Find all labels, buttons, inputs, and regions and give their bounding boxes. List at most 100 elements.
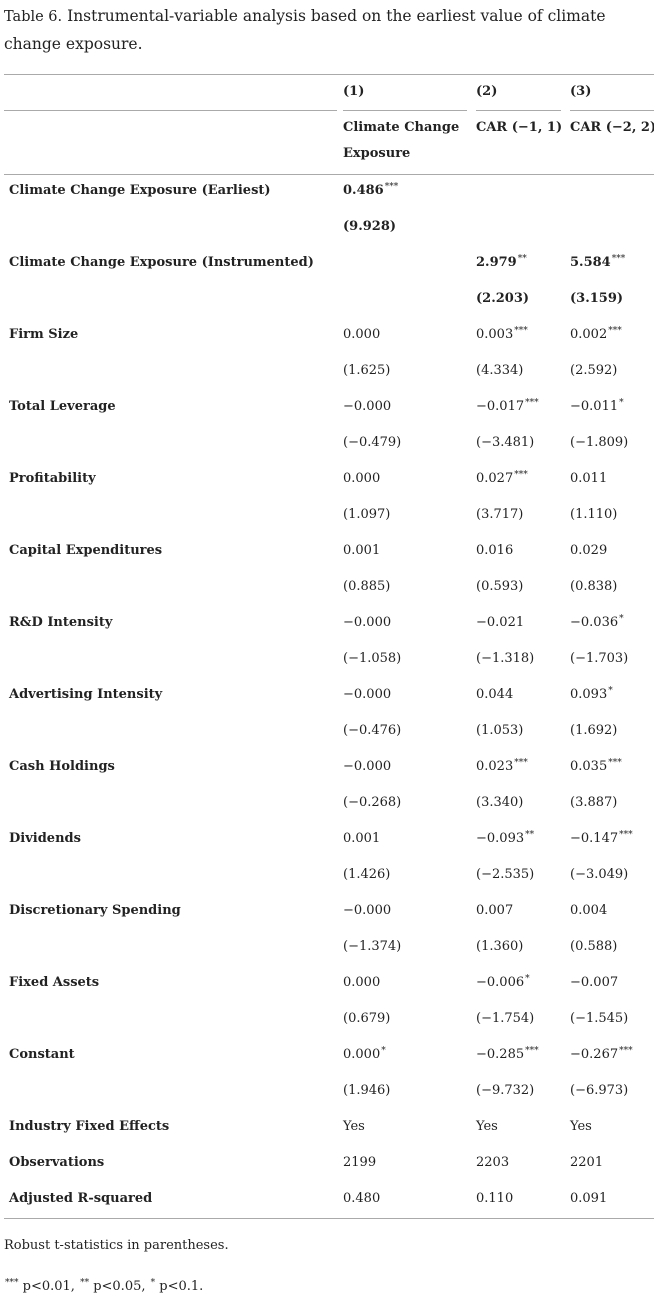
footer-cell: 0.110 bbox=[476, 1191, 514, 1206]
table-label: Table 6. bbox=[4, 9, 63, 25]
coef-cell: −0.000 bbox=[343, 759, 392, 776]
coef-value: −0.036 bbox=[570, 615, 619, 630]
coef-value: 0.027 bbox=[476, 471, 514, 486]
coef-cell: 0.000* bbox=[343, 1046, 386, 1064]
footer-cell: Yes bbox=[476, 1119, 498, 1134]
coef-cell: −0.267*** bbox=[570, 1046, 633, 1064]
t-stat-cell: (−1.374) bbox=[343, 939, 402, 954]
coef-cell: 0.007 bbox=[476, 903, 514, 920]
sig-text-3: p<0.1. bbox=[155, 1279, 204, 1294]
coef-cell: −0.000 bbox=[343, 399, 392, 416]
coef-cell: −0.000 bbox=[343, 687, 392, 704]
coef-value: 0.000 bbox=[343, 471, 381, 486]
coef-value: 0.035 bbox=[570, 759, 608, 774]
coef-value: −0.147 bbox=[570, 831, 619, 846]
coef-cell: 2.979** bbox=[476, 254, 527, 272]
coef-cell: 0.044 bbox=[476, 687, 514, 704]
t-stat-cell: (−1.809) bbox=[570, 435, 629, 450]
footer-row-label: Industry Fixed Effects bbox=[9, 1119, 170, 1134]
footer-cell: 0.480 bbox=[343, 1191, 381, 1206]
significance-stars: *** bbox=[514, 758, 528, 768]
coef-cell: 0.011 bbox=[570, 471, 608, 488]
coef-cell: −0.021 bbox=[476, 615, 525, 632]
sig-marker-3: * bbox=[150, 1278, 156, 1288]
significance-stars: * bbox=[381, 1046, 386, 1056]
column-header-3: CAR (−2, 2) bbox=[570, 120, 654, 135]
t-stat-cell: (4.334) bbox=[476, 363, 524, 378]
coef-value: 0.002 bbox=[570, 327, 608, 342]
row-label: Constant bbox=[9, 1047, 75, 1062]
significance-stars: *** bbox=[608, 326, 622, 336]
significance-stars: *** bbox=[608, 758, 622, 768]
coef-cell: 0.003*** bbox=[476, 326, 528, 344]
t-stat-cell: (0.588) bbox=[570, 939, 618, 954]
significance-stars: *** bbox=[619, 830, 633, 840]
coef-cell: −0.000 bbox=[343, 615, 392, 632]
row-label: Fixed Assets bbox=[9, 975, 100, 990]
sig-text-2: p<0.05, bbox=[89, 1279, 150, 1294]
coef-cell: −0.036* bbox=[570, 614, 624, 632]
t-stat-cell: (−1.545) bbox=[570, 1011, 629, 1026]
t-stat-cell: (3.717) bbox=[476, 507, 524, 522]
significance-stars: *** bbox=[611, 254, 626, 264]
sig-marker-2: ** bbox=[80, 1278, 90, 1288]
coef-cell: 0.035*** bbox=[570, 758, 622, 776]
footer-cell: Yes bbox=[343, 1119, 365, 1134]
coef-value: 0.011 bbox=[570, 471, 608, 486]
coef-cell: 0.486*** bbox=[343, 182, 399, 200]
table-caption: Table 6. Instrumental-variable analysis … bbox=[4, 3, 644, 58]
coef-value: −0.007 bbox=[570, 975, 619, 990]
t-stat-cell: (1.426) bbox=[343, 867, 391, 882]
sig-text-1: p<0.01, bbox=[18, 1279, 80, 1294]
t-stat-cell: (0.679) bbox=[343, 1011, 391, 1026]
coef-cell: −0.011* bbox=[570, 398, 624, 416]
t-stat-cell: (3.159) bbox=[570, 291, 624, 306]
coef-value: 0.000 bbox=[343, 327, 381, 342]
column-header-1: Climate Change bbox=[343, 120, 460, 135]
coef-cell: 0.023*** bbox=[476, 758, 528, 776]
coef-value: −0.093 bbox=[476, 831, 525, 846]
t-stat-cell: (0.885) bbox=[343, 579, 391, 594]
coef-value: −0.000 bbox=[343, 399, 392, 414]
column-number-1: (1) bbox=[343, 84, 365, 99]
row-label: Capital Expenditures bbox=[9, 543, 163, 558]
t-stat-cell: (−1.703) bbox=[570, 651, 629, 666]
note-robust: Robust t-statistics in parentheses. bbox=[4, 1238, 229, 1253]
significance-stars: *** bbox=[514, 470, 528, 480]
significance-stars: ** bbox=[517, 254, 527, 264]
t-stat-cell: (2.592) bbox=[570, 363, 618, 378]
t-stat-cell: (−0.476) bbox=[343, 723, 402, 738]
coef-value: −0.267 bbox=[570, 1047, 619, 1062]
significance-stars: *** bbox=[619, 1046, 633, 1056]
coef-cell: −0.093** bbox=[476, 830, 534, 848]
coef-value: −0.000 bbox=[343, 687, 392, 702]
t-stat-cell: (1.053) bbox=[476, 723, 524, 738]
significance-stars: *** bbox=[514, 326, 528, 336]
coef-value: 0.029 bbox=[570, 543, 608, 558]
t-stat-cell: (−6.973) bbox=[570, 1083, 629, 1098]
coef-cell: 0.000 bbox=[343, 327, 381, 344]
coef-value: −0.017 bbox=[476, 399, 525, 414]
column-number-3: (3) bbox=[570, 84, 592, 99]
coef-value: −0.011 bbox=[570, 399, 619, 414]
coef-cell: 0.001 bbox=[343, 831, 381, 848]
rule-line bbox=[4, 110, 337, 111]
row-label: Cash Holdings bbox=[9, 759, 115, 774]
t-stat-cell: (1.110) bbox=[570, 507, 618, 522]
coef-value: 2.979 bbox=[476, 255, 517, 270]
t-stat-cell: (2.203) bbox=[476, 291, 530, 306]
coef-cell: 0.000 bbox=[343, 975, 381, 992]
footer-row-label: Adjusted R-squared bbox=[9, 1191, 153, 1206]
rule-line bbox=[4, 1218, 654, 1219]
table-title: Instrumental-variable analysis based on … bbox=[4, 7, 606, 53]
significance-stars: *** bbox=[384, 182, 399, 192]
t-stat-cell: (0.838) bbox=[570, 579, 618, 594]
coef-cell: 0.002*** bbox=[570, 326, 622, 344]
row-label: Climate Change Exposure (Instrumented) bbox=[9, 255, 314, 270]
coef-value: −0.000 bbox=[343, 903, 392, 918]
coef-value: −0.021 bbox=[476, 615, 525, 630]
t-stat-cell: (1.625) bbox=[343, 363, 391, 378]
t-stat-cell: (9.928) bbox=[343, 219, 397, 234]
footer-row-label: Observations bbox=[9, 1155, 105, 1170]
coef-cell: −0.000 bbox=[343, 903, 392, 920]
